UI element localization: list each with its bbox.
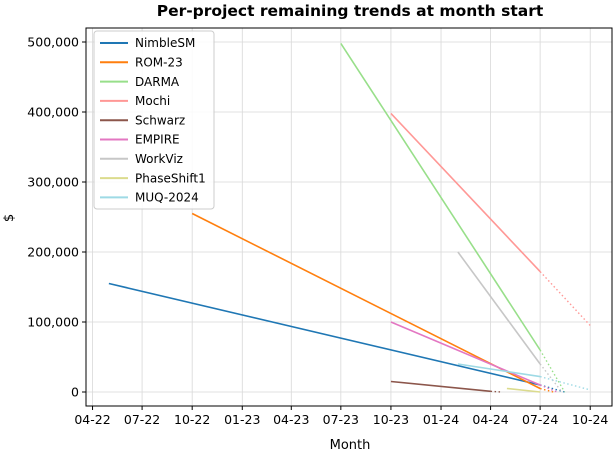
plot-series: [108, 42, 591, 393]
series-projection-muq-2024: [539, 375, 591, 391]
legend-label-muq-2024: MUQ-2024: [135, 191, 199, 205]
y-tick-label: 0: [71, 385, 79, 400]
x-tick-label: 04-24: [472, 412, 508, 427]
x-tick-label: 04-23: [273, 412, 309, 427]
y-tick-label: 100,000: [27, 315, 79, 330]
legend-label-schwarz: Schwarz: [135, 113, 185, 127]
legend: NimbleSM ROM-23 DARMA Mochi Schwarz EMPIRE Wor…: [93, 30, 215, 210]
series-projection-empire: [539, 384, 558, 393]
series-line-empire: [390, 321, 541, 386]
series-line-workviz: [457, 251, 541, 365]
legend-label-rom-23: ROM-23: [135, 56, 183, 70]
legend-frame: [93, 30, 215, 210]
x-tick-label: 07-24: [522, 412, 558, 427]
series-projection-mochi: [539, 271, 591, 326]
y-tick-label: 200,000: [27, 245, 79, 260]
x-tick-label: 07-23: [323, 412, 359, 427]
series-line-darma: [340, 42, 541, 351]
x-tick-label: 01-23: [224, 412, 260, 427]
y-tick-label: 400,000: [27, 105, 79, 120]
legend-label-nimblesm: NimbleSM: [135, 36, 195, 50]
x-tick-label: 07-22: [124, 412, 160, 427]
series-projection-nimblesm: [539, 384, 565, 393]
series-projection-darma: [539, 349, 566, 393]
series-line-muq-2024: [457, 363, 541, 378]
y-axis-ticks: 0 100,000 200,000 300,000 400,000 500,000: [27, 35, 86, 400]
legend-label-workviz: WorkViz: [135, 152, 183, 166]
x-tick-label: 10-22: [174, 412, 210, 427]
x-tick-label: 04-22: [74, 412, 110, 427]
x-axis-ticks: 04-22 07-22 10-22 01-23 04-23 07-23 10-23 01-24…: [74, 406, 608, 427]
series-line-schwarz: [390, 380, 491, 393]
y-tick-label: 300,000: [27, 175, 79, 190]
legend-label-phaseshift1: PhaseShift1: [135, 171, 206, 185]
chart-title: Per-project remaining trends at month st…: [157, 2, 544, 20]
legend-label-empire: EMPIRE: [135, 133, 180, 147]
plot-frame: [85, 27, 613, 407]
x-tick-label: 01-24: [423, 412, 459, 427]
series-line-mochi: [390, 112, 541, 273]
legend-label-darma: DARMA: [135, 75, 180, 89]
y-tick-label: 500,000: [27, 35, 79, 50]
legend-label-mochi: Mochi: [135, 94, 170, 108]
x-tick-label: 10-24: [572, 412, 608, 427]
x-axis-label: Month: [330, 438, 371, 453]
grid: [86, 28, 612, 406]
y-axis-label: $: [2, 214, 17, 222]
series-line-phaseshift1: [506, 387, 541, 393]
series-projection-schwarz: [490, 390, 501, 393]
series-line-rom-23: [191, 212, 541, 390]
x-tick-label: 10-23: [373, 412, 409, 427]
series-line-nimblesm: [108, 282, 541, 386]
